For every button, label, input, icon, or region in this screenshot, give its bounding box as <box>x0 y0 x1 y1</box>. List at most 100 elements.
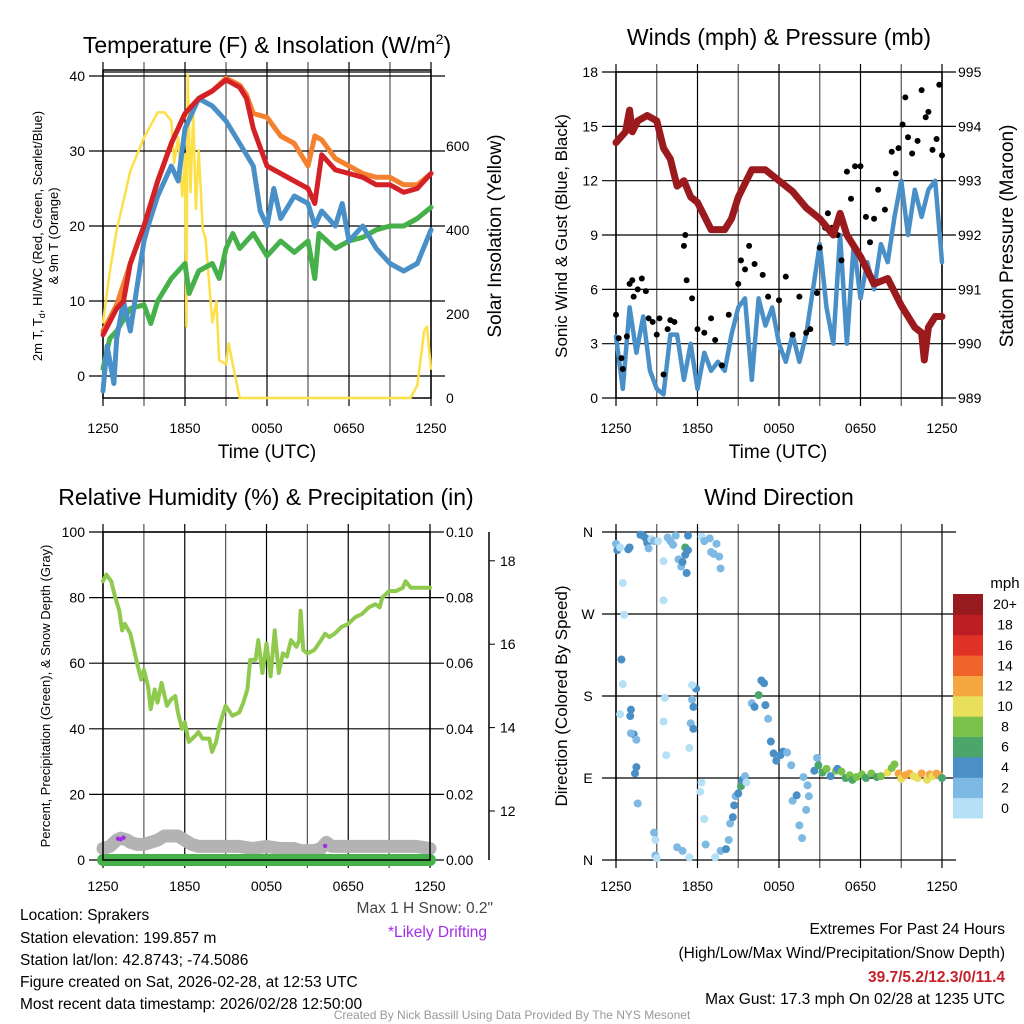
wind-direction-plot-area: 1250 1850 0050 0650 1250 N E S W N <box>581 524 958 894</box>
wind-direction-point <box>678 558 687 567</box>
wind-direction-point <box>683 546 692 555</box>
gust-point <box>737 257 744 264</box>
gust-point <box>630 293 637 300</box>
gust-point <box>642 288 649 295</box>
direction-y-axis-label: Direction (Colored By Speed) <box>552 585 571 806</box>
gust-point <box>629 277 636 284</box>
wind-direction-point <box>754 691 763 700</box>
x-tick-label: 0650 <box>845 420 876 436</box>
latlon-text: Station lat/lon: 42.8743; -74.5086 <box>20 952 248 969</box>
wind-y-axis-label: Sonic Wind & Gust (Blue, Black) <box>552 114 571 358</box>
snow-tick-label: 12 <box>500 803 516 819</box>
colorbar-swatch <box>953 695 983 717</box>
gust-point <box>824 210 831 217</box>
gust-point <box>735 280 742 287</box>
wind-direction-point <box>750 702 759 711</box>
gust-point <box>782 273 789 280</box>
colorbar-swatch <box>953 797 983 819</box>
wind-direction-point <box>783 748 792 757</box>
gust-point <box>871 215 878 222</box>
gust-point <box>759 271 766 278</box>
wind-direction-point <box>772 756 781 765</box>
gust-point <box>922 114 929 121</box>
snow-tick-label: 18 <box>500 553 516 569</box>
right-tick-label: 200 <box>446 306 470 322</box>
created-text: Figure created on Sat, 2026-02-28, at 12… <box>20 974 358 991</box>
wind-direction-point <box>618 579 627 588</box>
gust-point <box>902 94 909 101</box>
wind-direction-point <box>766 737 775 746</box>
wind-direction-point <box>804 792 813 801</box>
wind-direction-point <box>617 655 626 664</box>
y-tick-label: W <box>581 606 595 622</box>
wind-direction-point <box>688 695 697 704</box>
y-tick-label: 80 <box>69 590 85 606</box>
wind-direction-point <box>711 853 720 862</box>
wind-direction-point <box>728 813 737 822</box>
wind-direction-point <box>654 537 663 546</box>
colorbar-swatch <box>953 777 983 799</box>
gust-point <box>671 318 678 325</box>
extremes-values: 39.7/5.2/12.3/0/11.4 <box>868 969 1005 986</box>
drifting-point <box>121 835 126 840</box>
wind-direction-point <box>671 531 680 540</box>
station-info: Location: Sprakers Station elevation: 19… <box>20 907 362 1013</box>
y-tick-label: 15 <box>582 118 598 134</box>
colorbar-label: 10 <box>997 698 1013 714</box>
gust-point <box>725 311 732 318</box>
credit-footer: Created By Nick Bassill Using Data Provi… <box>334 1008 691 1022</box>
right-tick-label: 600 <box>446 138 470 154</box>
colorbar-swatch <box>953 756 983 778</box>
solar-insolation-line <box>101 73 433 400</box>
wind-direction-point <box>633 799 642 808</box>
speed-colorbar: 0 2 4 6 8 10 12 14 16 18 20+ <box>953 594 1017 819</box>
x-tick-label: 0050 <box>763 420 794 436</box>
y-tick-label: 10 <box>69 293 85 309</box>
gust-point <box>789 331 796 338</box>
x-tick-label: 1250 <box>415 420 446 436</box>
gust-point <box>746 242 753 249</box>
gust-point <box>909 150 916 157</box>
colorbar-label: 6 <box>1001 739 1009 755</box>
gust-point <box>899 121 906 128</box>
wind-direction-point <box>651 835 660 844</box>
gust-point <box>689 295 696 302</box>
wind-direction-point <box>678 846 687 855</box>
right-tick-label: 0.08 <box>446 590 473 606</box>
dew-point-line <box>100 204 434 371</box>
colorbar-swatch <box>953 634 983 656</box>
gust-point <box>796 293 803 300</box>
humidity-chart-title: Relative Humidity (%) & Precipitation (i… <box>58 484 473 510</box>
gust-point <box>814 289 821 296</box>
wind-direction-point <box>652 854 661 863</box>
x-tick-label: 0650 <box>333 420 364 436</box>
gust-point <box>843 168 850 175</box>
wind-direction-point <box>730 801 739 810</box>
gust-point <box>862 213 869 220</box>
wind-direction-point <box>705 534 714 543</box>
wind-direction-point <box>660 693 669 702</box>
gust-point <box>816 244 823 251</box>
wind-direction-point <box>700 815 709 824</box>
gust-point <box>751 260 758 267</box>
temperature-chart-title: Temperature (F) & Insolation (W/m2) <box>83 31 451 58</box>
wind-direction-point <box>620 610 629 619</box>
y-tick-label: 40 <box>69 721 85 737</box>
gust-point <box>653 331 660 338</box>
gust-point <box>712 337 719 344</box>
colorbar-swatch <box>953 614 983 636</box>
wind-direction-point <box>938 774 946 783</box>
x-tick-label: 0650 <box>845 878 876 894</box>
winds-chart-title: Winds (mph) & Pressure (mb) <box>627 24 931 50</box>
extremes-subtitle: (High/Low/Max Wind/Precipitation/Snow De… <box>679 945 1006 962</box>
wind-direction-point <box>861 774 870 783</box>
wind-direction-point <box>689 702 698 711</box>
gust-point <box>933 136 940 143</box>
y-tick-label: 3 <box>590 336 598 352</box>
wind-direction-point <box>689 724 698 733</box>
colorbar-label: 4 <box>1001 759 1009 775</box>
x-tick-label: 0650 <box>333 878 364 894</box>
station-pressure-line <box>612 106 946 364</box>
y-tick-label: 0 <box>590 390 598 406</box>
wind-direction-point <box>616 543 625 552</box>
